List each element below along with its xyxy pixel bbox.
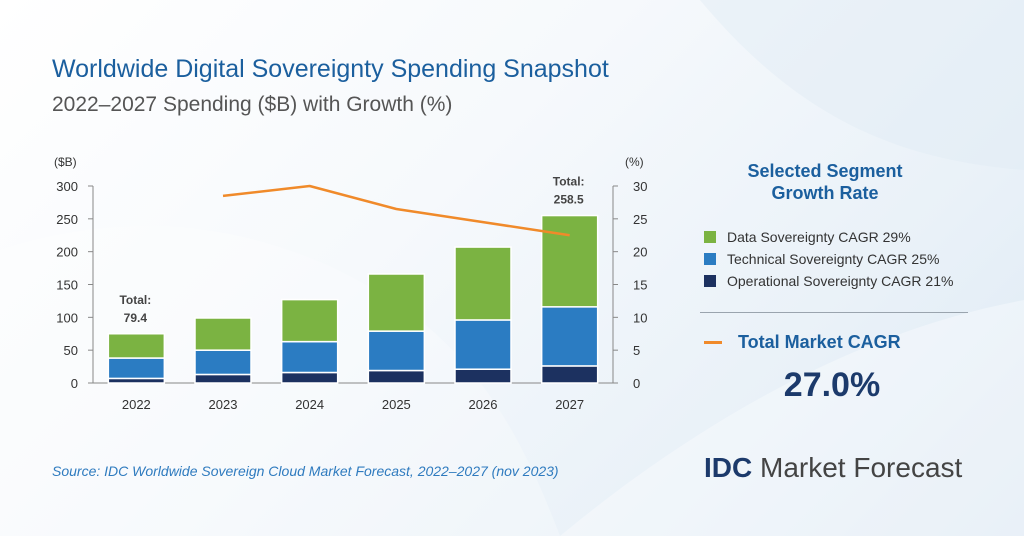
y-tick-label-right: 5 — [633, 343, 640, 358]
growth-line — [222, 184, 570, 237]
x-tick-label: 2023 — [209, 397, 238, 412]
bar-technical-sovereignty — [107, 357, 166, 380]
cagr-line-legend-icon — [704, 341, 722, 344]
legend-item-data-sovereignty: Data Sovereignty CAGR 29% — [704, 226, 980, 248]
total-annotation-value: 79.4 — [124, 311, 148, 325]
y-axis-right-title: (%) — [625, 155, 644, 169]
x-tick-label: 2027 — [555, 397, 584, 412]
bar-operational-sovereignty — [367, 369, 426, 384]
y-tick-label-right: 15 — [633, 278, 647, 293]
total-annotation-label: Total: — [553, 175, 585, 189]
legend-swatch-technical — [704, 253, 716, 265]
x-tick-label: 2024 — [295, 397, 324, 412]
y-tick-label-left: 200 — [56, 245, 78, 260]
y-tick-label-left: 50 — [64, 343, 78, 358]
bar-operational-sovereignty — [540, 365, 599, 384]
total-annotation-label: Total: — [119, 293, 151, 307]
bar-data-sovereignty — [540, 214, 599, 308]
page-title: Worldwide Digital Sovereignty Spending S… — [52, 55, 609, 83]
panel-divider — [700, 312, 968, 313]
segment-growth-title-line2: Growth Rate — [771, 183, 879, 203]
brand-idc: IDC — [704, 452, 753, 483]
y-tick-label-left: 300 — [56, 179, 78, 194]
bar-technical-sovereignty — [540, 306, 599, 367]
x-tick-label: 2025 — [382, 397, 411, 412]
bar-operational-sovereignty — [454, 368, 512, 384]
total-market-cagr-label: Total Market CAGR — [738, 332, 901, 352]
bar-data-sovereignty — [280, 298, 339, 343]
bar-data-sovereignty — [454, 246, 512, 321]
legend-label-operational: Operational Sovereignty CAGR 21% — [727, 273, 954, 289]
y-axis-left-title: ($B) — [54, 155, 77, 169]
x-tick-label: 2026 — [469, 397, 498, 412]
segment-growth-title: Selected Segment Growth Rate — [690, 160, 960, 204]
legend-swatch-data — [704, 231, 716, 243]
legend-item-operational-sovereignty: Operational Sovereignty CAGR 21% — [704, 270, 980, 292]
legend: Data Sovereignty CAGR 29% Technical Sove… — [704, 226, 980, 292]
bar-data-sovereignty — [194, 317, 252, 351]
y-tick-label-left: 150 — [56, 278, 78, 293]
y-tick-label-right: 10 — [633, 310, 647, 325]
bar-technical-sovereignty — [454, 319, 512, 370]
y-tick-label-right: 0 — [633, 376, 640, 391]
legend-swatch-operational — [704, 275, 716, 287]
segment-growth-panel: Selected Segment Growth Rate Data Sovere… — [690, 160, 980, 292]
bar-data-sovereignty — [367, 273, 426, 332]
total-market-cagr-value: 27.0% — [783, 366, 881, 404]
stacked-bar-chart: ($B) (%)050100150200250300051015202530202… — [54, 155, 647, 412]
segment-growth-title-line1: Selected Segment — [747, 161, 903, 181]
legend-item-technical-sovereignty: Technical Sovereignty CAGR 25% — [704, 248, 980, 270]
y-tick-label-right: 25 — [633, 212, 647, 227]
bar-operational-sovereignty — [194, 373, 252, 384]
y-tick-label-left: 100 — [56, 310, 78, 325]
brand-market-forecast: Market Forecast — [752, 452, 963, 483]
x-tick-label: 2022 — [122, 397, 151, 412]
legend-label-data: Data Sovereignty CAGR 29% — [727, 229, 911, 245]
page-subtitle: 2022–2027 Spending ($B) with Growth (%) — [52, 93, 453, 116]
bar-technical-sovereignty — [280, 340, 339, 374]
bar-technical-sovereignty — [367, 330, 426, 372]
bar-data-sovereignty — [107, 333, 166, 359]
y-tick-label-left: 0 — [71, 376, 78, 391]
idc-market-forecast-logo: IDC Market Forecast — [704, 452, 962, 484]
total-annotation-value: 258.5 — [554, 193, 584, 207]
bar-technical-sovereignty — [194, 349, 252, 376]
y-tick-label-right: 20 — [633, 245, 647, 260]
y-tick-label-right: 30 — [633, 179, 647, 194]
total-market-cagr-row: Total Market CAGR — [704, 332, 901, 353]
legend-label-technical: Technical Sovereignty CAGR 25% — [727, 251, 940, 267]
bar-operational-sovereignty — [280, 371, 339, 384]
y-tick-label-left: 250 — [56, 212, 78, 227]
source-note: Source: IDC Worldwide Sovereign Cloud Ma… — [52, 463, 559, 479]
